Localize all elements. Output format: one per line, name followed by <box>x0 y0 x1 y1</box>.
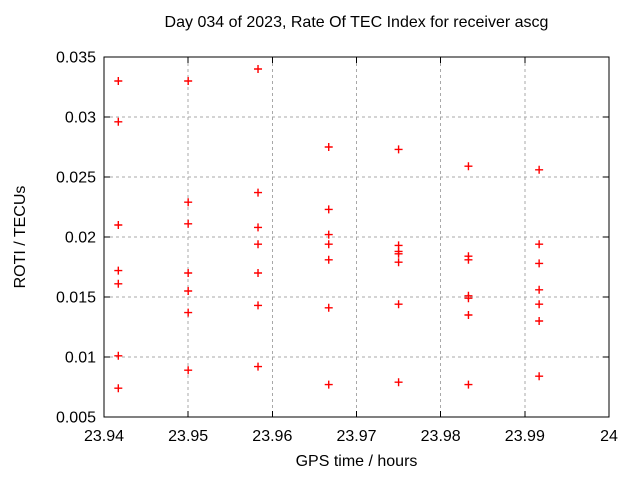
data-point-marker <box>254 223 263 232</box>
data-point-marker <box>184 308 193 317</box>
data-point-marker <box>535 240 544 249</box>
y-tick-label: 0.005 <box>56 410 96 427</box>
data-point-marker <box>184 198 193 207</box>
x-tick-label: 23.97 <box>336 428 376 445</box>
data-point-marker <box>324 205 333 214</box>
y-tick-label: 0.01 <box>65 350 96 367</box>
data-point-marker <box>184 219 193 228</box>
x-tick-label: 23.99 <box>505 428 545 445</box>
data-point-marker <box>324 240 333 249</box>
y-tick-label: 0.035 <box>56 50 96 67</box>
data-point-marker <box>535 317 544 325</box>
chart-title: Day 034 of 2023, Rate Of TEC Index for r… <box>164 14 549 31</box>
data-point-marker <box>464 311 473 319</box>
data-point-marker <box>184 287 193 295</box>
data-point-marker <box>464 380 473 389</box>
data-point-marker <box>324 303 333 312</box>
data-point-marker <box>184 366 193 375</box>
data-point-marker <box>254 362 263 371</box>
data-point-marker <box>394 249 403 258</box>
data-point-marker <box>535 259 544 268</box>
data-point-marker <box>394 300 403 309</box>
x-axis-label: GPS time / hours <box>295 453 418 470</box>
x-tick-label: 23.95 <box>168 428 208 445</box>
data-point-marker <box>535 165 544 174</box>
data-point-marker <box>394 378 403 387</box>
data-point-marker <box>254 301 263 310</box>
data-point-marker <box>184 269 193 277</box>
data-point-marker <box>114 384 123 393</box>
data-point-marker <box>324 143 333 151</box>
data-point-marker <box>114 351 123 360</box>
y-tick-label: 0.03 <box>65 110 96 127</box>
data-point-marker <box>464 162 473 171</box>
x-tick-label: 23.96 <box>252 428 292 445</box>
data-point-marker <box>254 269 263 277</box>
y-tick-label: 0.025 <box>56 170 96 187</box>
data-point-marker <box>114 221 123 229</box>
data-point-marker <box>254 240 263 249</box>
data-point-marker <box>535 372 544 381</box>
data-point-marker <box>535 300 544 309</box>
data-point-marker <box>114 279 123 288</box>
data-point-marker <box>114 77 123 85</box>
x-tick-label: 24 <box>600 428 618 445</box>
data-point-marker <box>114 117 123 126</box>
data-point-marker <box>324 255 333 264</box>
data-point-marker <box>324 230 333 239</box>
data-point-marker <box>254 65 263 73</box>
data-point-marker <box>535 285 544 294</box>
data-point-marker <box>254 188 263 197</box>
y-tick-label: 0.015 <box>56 290 96 307</box>
data-point-marker <box>324 380 333 389</box>
data-point-marker <box>464 255 473 264</box>
data-point-marker <box>464 294 473 303</box>
data-point-marker <box>184 77 193 85</box>
data-point-marker <box>394 258 403 267</box>
x-tick-label: 23.94 <box>84 428 124 445</box>
x-tick-label: 23.98 <box>421 428 461 445</box>
data-point-marker <box>114 266 123 275</box>
y-tick-label: 0.02 <box>65 230 96 247</box>
data-point-marker <box>394 145 403 154</box>
